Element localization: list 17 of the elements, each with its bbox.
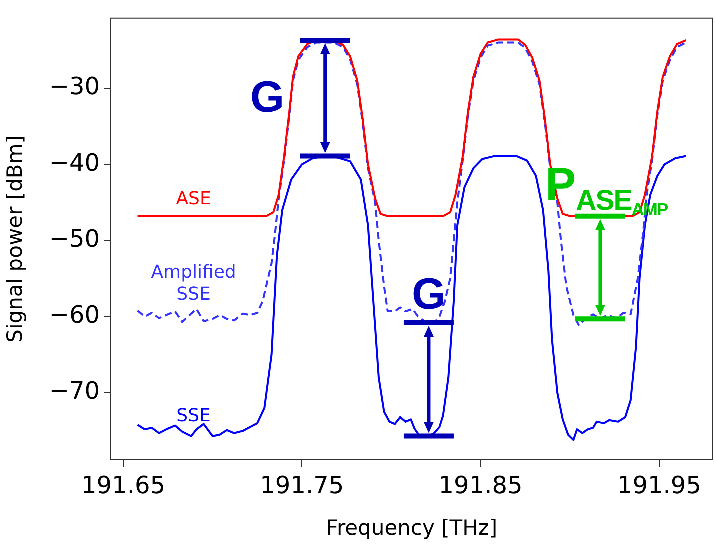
x-tick-label: 191.65 (82, 472, 166, 500)
y-tick-label: −40 (49, 148, 100, 177)
x-axis-title: Frequency [THz] (326, 516, 498, 540)
y-tick-label: −70 (49, 377, 100, 406)
x-tick-label: 191.85 (438, 472, 523, 500)
annotation: G (250, 73, 285, 122)
y-tick-label: −60 (49, 301, 100, 330)
annotation: G (412, 270, 446, 319)
series-label: ASE (176, 188, 212, 210)
line-series (136, 42, 688, 326)
x-tick-label: 191.95 (617, 472, 702, 500)
series-label: SSE (176, 405, 211, 426)
series-label: Amplified SSE (151, 262, 236, 305)
y-tick-label: −50 (49, 224, 100, 253)
y-tick-label: −30 (49, 72, 100, 101)
x-tick-label: 191.75 (260, 472, 344, 500)
y-axis-title: Signal power [dBm] (3, 136, 28, 343)
